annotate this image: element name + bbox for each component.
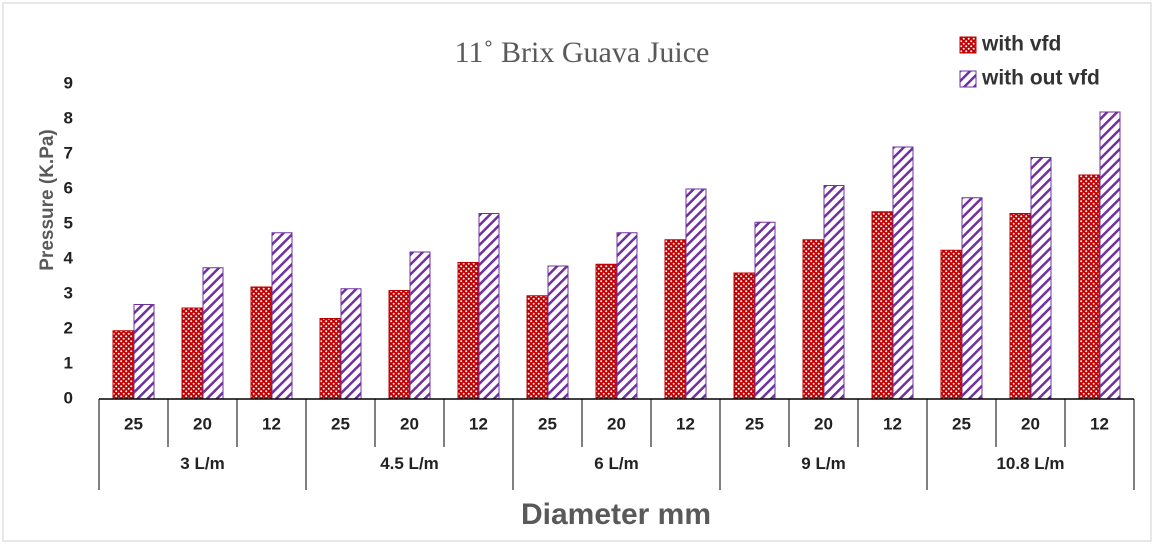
y-tick-label: 5 [64,213,73,232]
x-tick-label: 12 [1090,414,1109,433]
y-tick-label: 1 [64,353,73,372]
bar [1009,213,1031,400]
x-tick-label: 25 [331,414,350,433]
legend-label: with vfd [981,33,1061,56]
y-tick-label: 3 [64,283,73,302]
bar [1099,111,1121,400]
x-tick-label: 25 [952,414,971,433]
x-tick-label: 12 [469,414,488,433]
bar [616,232,638,400]
y-tick-label: 2 [64,318,73,337]
bar [871,211,893,400]
group-label: 9 L/m [801,454,845,473]
x-tick-label: 20 [193,414,212,433]
bar [961,197,983,400]
x-tick-label: 25 [124,414,143,433]
x-tick-label: 20 [1021,414,1040,433]
bar [892,146,914,400]
bar [823,185,845,400]
x-axis-title: Diameter mm [521,498,711,531]
bar [133,304,155,400]
bar [457,262,479,400]
x-tick-label: 20 [607,414,626,433]
group-label: 6 L/m [594,454,638,473]
x-tick-label: 20 [400,414,419,433]
bar [250,286,272,400]
x-tick-label: 12 [262,414,281,433]
group-label: 10.8 L/m [996,454,1064,473]
bar [271,232,293,400]
bar [478,213,500,400]
bar [754,221,776,400]
bar [388,290,410,400]
y-tick-label: 9 [64,73,73,92]
x-tick-label: 25 [538,414,557,433]
bar [1030,157,1052,400]
x-tick-label: 25 [745,414,764,433]
bar [664,239,686,400]
chart-title: 11˚ Brix Guava Juice [455,36,710,69]
bar [685,188,707,400]
bar [526,295,548,400]
y-tick-label: 6 [64,178,73,197]
x-tick-label: 12 [883,414,902,433]
bar [547,265,569,400]
bar [340,288,362,400]
group-label: 3 L/m [180,454,224,473]
y-tick-label: 4 [64,248,74,267]
y-tick-label: 0 [64,388,73,407]
y-tick-label: 8 [64,108,73,127]
bar [733,272,755,400]
bar [112,330,134,400]
x-tick-label: 12 [676,414,695,433]
y-axis-title: Pressure (K.Pa) [37,129,58,271]
bar [319,318,341,400]
bar [1078,174,1100,400]
group-label: 4.5 L/m [380,454,439,473]
bar [202,267,224,400]
bar [940,249,962,400]
x-tick-label: 20 [814,414,833,433]
bar [595,263,617,400]
bar [802,239,824,400]
bar [409,251,431,400]
y-tick-label: 7 [64,143,73,162]
legend-label: with out vfd [981,67,1100,90]
legend-swatch [959,70,977,88]
bar [181,307,203,400]
legend-swatch [959,36,977,54]
